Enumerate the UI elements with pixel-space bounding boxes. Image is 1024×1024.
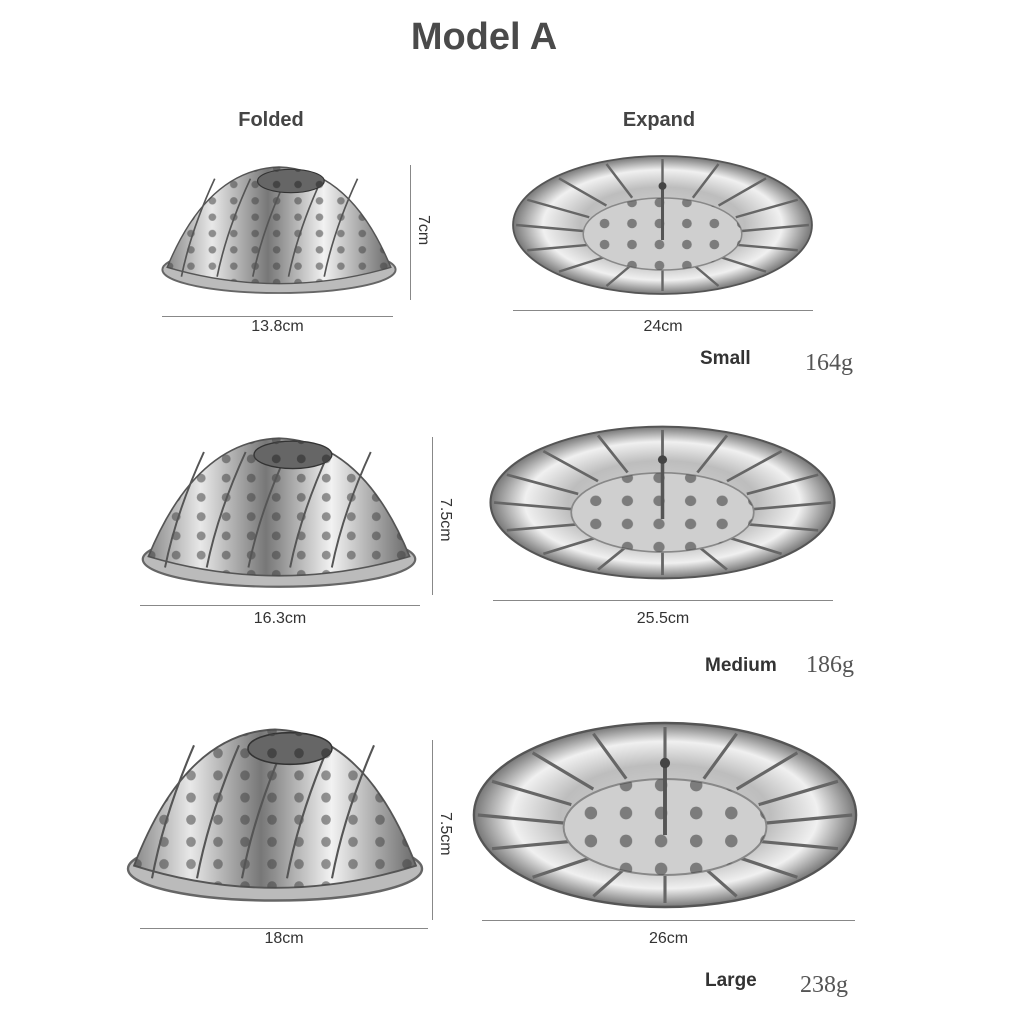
folded-steamer-image	[141, 437, 417, 588]
height-dimension-line	[410, 165, 411, 300]
expand-width-dimension-line	[482, 920, 855, 921]
folded-steamer-image	[161, 166, 397, 294]
expanded-steamer-image	[489, 425, 836, 580]
weight-label: 164g	[805, 350, 853, 376]
expand-column-header: Expand	[622, 109, 696, 131]
size-label: Small	[700, 348, 751, 369]
folded-column-header: Folded	[238, 109, 304, 131]
size-label: Large	[705, 970, 757, 991]
expand-width-label: 26cm	[648, 930, 689, 947]
weight-label: 238g	[800, 972, 848, 998]
folded-width-label: 13.8cm	[251, 318, 304, 335]
folded-height-label: 7.5cm	[437, 812, 454, 856]
folded-height-label: 7.5cm	[437, 498, 454, 542]
height-dimension-line	[432, 437, 433, 595]
folded-width-dimension-line	[140, 605, 420, 606]
folded-height-label: 7cm	[415, 214, 432, 245]
folded-width-dimension-line	[162, 316, 393, 317]
expand-width-dimension-line	[513, 310, 813, 311]
expanded-steamer-image	[472, 721, 858, 909]
expand-width-label: 24cm	[643, 318, 683, 335]
expanded-steamer-image	[512, 155, 813, 295]
height-dimension-line	[432, 740, 433, 920]
size-label: Medium	[705, 655, 777, 676]
folded-width-dimension-line	[140, 928, 428, 929]
folded-width-label: 16.3cm	[253, 610, 307, 627]
folded-width-label: 18cm	[264, 930, 304, 947]
expand-width-label: 25.5cm	[636, 610, 690, 627]
page-title: Model A	[410, 16, 558, 58]
weight-label: 186g	[806, 652, 854, 678]
folded-steamer-image	[126, 728, 424, 902]
expand-width-dimension-line	[493, 600, 833, 601]
